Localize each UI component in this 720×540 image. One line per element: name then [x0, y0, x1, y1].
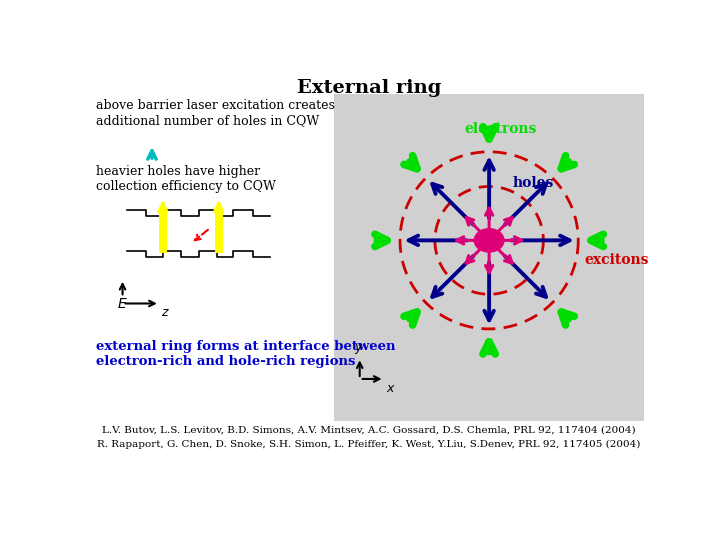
- Text: External ring: External ring: [297, 79, 441, 97]
- Text: L.V. Butov, L.S. Levitov, B.D. Simons, A.V. Mintsev, A.C. Gossard, D.S. Chemla, : L.V. Butov, L.S. Levitov, B.D. Simons, A…: [102, 425, 636, 434]
- Text: external ring forms at interface between
electron-rich and hole-rich regions: external ring forms at interface between…: [96, 340, 396, 368]
- Ellipse shape: [474, 228, 505, 253]
- Text: $E$: $E$: [117, 298, 128, 312]
- Text: $y$: $y$: [354, 342, 364, 356]
- Text: excitons: excitons: [585, 253, 649, 267]
- Text: $x$: $x$: [386, 382, 396, 395]
- Bar: [215, 208, 222, 253]
- Bar: [334, 94, 644, 421]
- Text: electrons: electrons: [464, 123, 537, 137]
- Text: $z$: $z$: [161, 306, 170, 319]
- Text: heavier holes have higher
collection efficiency to CQW: heavier holes have higher collection eff…: [96, 165, 276, 193]
- Bar: [159, 208, 167, 253]
- Text: holes: holes: [513, 176, 554, 190]
- Text: R. Rapaport, G. Chen, D. Snoke, S.H. Simon, L. Pfeiffer, K. West, Y.Liu, S.Denev: R. Rapaport, G. Chen, D. Snoke, S.H. Sim…: [97, 440, 641, 449]
- Text: above barrier laser excitation creates
additional number of holes in CQW: above barrier laser excitation creates a…: [96, 99, 335, 127]
